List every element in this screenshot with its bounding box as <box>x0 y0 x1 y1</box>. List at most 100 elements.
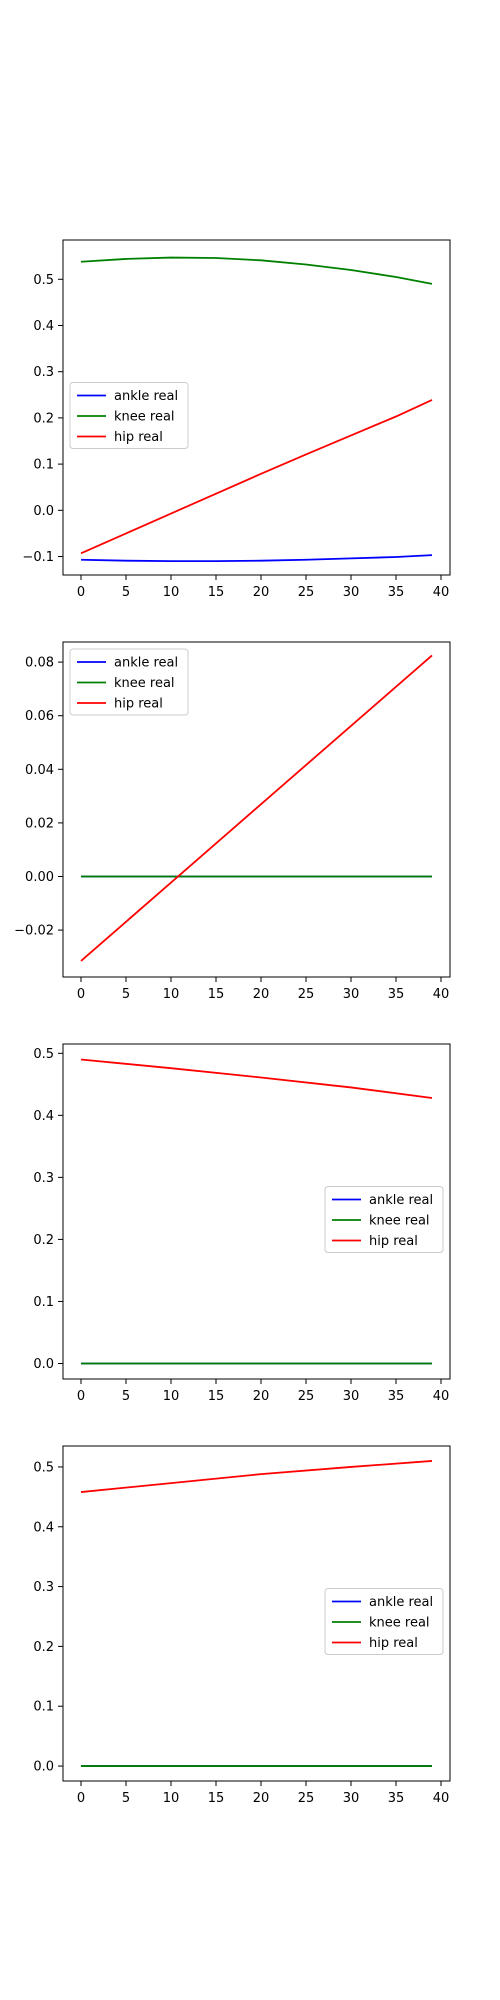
y-tick-label: 0.3 <box>33 1580 54 1595</box>
y-tick-label: 0.3 <box>33 365 54 380</box>
series-lines <box>80 1460 433 1767</box>
legend-label: hip real <box>369 1636 418 1651</box>
x-tick-label: 40 <box>433 1389 450 1404</box>
x-tick-label: 30 <box>343 585 360 600</box>
x-tick-label: 5 <box>122 987 130 1002</box>
legend-label: knee real <box>114 676 175 691</box>
y-tick-label: 0.4 <box>33 1520 54 1535</box>
x-tick-label: 15 <box>208 1791 225 1806</box>
series-line-knee-real <box>80 256 433 285</box>
x-tick-label: 10 <box>163 585 180 600</box>
legend-label: ankle real <box>369 1193 433 1208</box>
y-tick-label: 0.0 <box>33 1357 54 1372</box>
axes-frame <box>62 1445 451 1782</box>
legend-label: hip real <box>369 1234 418 1249</box>
x-tick-label: 10 <box>163 1389 180 1404</box>
x-tick-label: 35 <box>388 987 405 1002</box>
x-tick-label: 5 <box>122 1389 130 1404</box>
x-tick-label: 10 <box>163 987 180 1002</box>
legend: ankle real knee real hip real <box>69 382 189 449</box>
x-tick-label: 40 <box>433 1791 450 1806</box>
series-lines <box>80 1058 433 1365</box>
y-tick-label: 0.5 <box>33 273 54 288</box>
y-tick-label: 0.2 <box>33 1640 54 1655</box>
y-tick-label: 0.5 <box>33 1460 54 1475</box>
legend: ankle real knee real hip real <box>324 1186 444 1253</box>
x-tick-label: 0 <box>77 1389 85 1404</box>
y-tick-label: −0.1 <box>22 550 54 565</box>
legend-label: knee real <box>114 410 175 425</box>
legend-label: ankle real <box>114 656 178 671</box>
series-line-hip-real <box>80 1460 433 1493</box>
y-tick-label: 0.2 <box>33 411 54 426</box>
y-tick-label: 0.0 <box>33 504 54 519</box>
x-tick-label: 20 <box>253 585 270 600</box>
x-tick-label: 30 <box>343 1389 360 1404</box>
series-line-hip-real <box>80 399 433 555</box>
y-tick-label: 0.5 <box>33 1047 54 1062</box>
x-tick-label: 40 <box>433 987 450 1002</box>
y-tick-label: 0.0 <box>33 1760 54 1775</box>
series-line-hip-real <box>80 1058 433 1099</box>
axes-frame <box>62 1043 451 1380</box>
x-tick-label: 0 <box>77 987 85 1002</box>
x-tick-label: 5 <box>122 585 130 600</box>
y-tick-label: 0.00 <box>25 870 54 885</box>
legend-label: ankle real <box>114 389 178 404</box>
y-tick-label: 0.1 <box>33 458 54 473</box>
x-tick-label: 15 <box>208 1389 225 1404</box>
x-tick-label: 35 <box>388 585 405 600</box>
x-tick-label: 15 <box>208 585 225 600</box>
x-tick-label: 25 <box>298 1389 315 1404</box>
chart-panel-3: 0 5 10 15 20 25 30 35 40 0.0 0.1 0.2 0.3 0.4 0.5 ankle … <box>33 1043 451 1404</box>
y-tick-label: 0.08 <box>25 656 54 671</box>
legend-box <box>324 1588 444 1655</box>
legend-label: hip real <box>114 430 163 445</box>
series-lines <box>80 256 433 563</box>
y-tick-label: 0.3 <box>33 1171 54 1186</box>
axes-frame <box>62 641 451 978</box>
y-tick-label: 0.2 <box>33 1233 54 1248</box>
legend-label: hip real <box>114 697 163 712</box>
chart-panel-4: 0 5 10 15 20 25 30 35 40 0.0 0.1 0.2 0.3 0.4 0.5 ankle … <box>33 1445 451 1806</box>
chart-panel-1: 0 5 10 15 20 25 30 35 40 −0.1 0.0 0.1 0.2 0.3 0.4 0.5 an… <box>22 239 451 600</box>
x-tick-label: 35 <box>388 1389 405 1404</box>
y-tick-label: 0.1 <box>33 1700 54 1715</box>
y-tick-label: 0.04 <box>25 763 54 778</box>
x-tick-label: 25 <box>298 1791 315 1806</box>
legend-label: knee real <box>369 1214 430 1229</box>
chart-panel-2: 0 5 10 15 20 25 30 35 40 −0.02 0.00 0.02 0.04 0.06 0.0… <box>14 641 451 1002</box>
x-tick-label: 20 <box>253 1389 270 1404</box>
x-tick-label: 30 <box>343 1791 360 1806</box>
legend-label: ankle real <box>369 1595 433 1610</box>
legend: ankle real knee real hip real <box>69 648 189 716</box>
axes-frame <box>62 239 451 576</box>
series-line-hip-real <box>80 654 433 962</box>
x-tick-label: 5 <box>122 1791 130 1806</box>
legend: ankle real knee real hip real <box>324 1588 444 1655</box>
x-tick-label: 20 <box>253 1791 270 1806</box>
series-line-ankle-real <box>80 554 433 563</box>
x-tick-label: 25 <box>298 987 315 1002</box>
y-tick-label: 0.02 <box>25 816 54 831</box>
x-tick-label: 15 <box>208 987 225 1002</box>
x-tick-label: 10 <box>163 1791 180 1806</box>
x-tick-label: 0 <box>77 585 85 600</box>
legend-label: knee real <box>369 1616 430 1631</box>
y-tick-label: 0.06 <box>25 709 54 724</box>
x-tick-label: 35 <box>388 1791 405 1806</box>
series-lines <box>80 654 433 962</box>
x-tick-label: 20 <box>253 987 270 1002</box>
x-tick-label: 25 <box>298 585 315 600</box>
y-tick-label: 0.4 <box>33 1109 54 1124</box>
y-tick-label: 0.1 <box>33 1295 54 1310</box>
y-tick-label: 0.4 <box>33 319 54 334</box>
legend-box <box>69 382 189 449</box>
x-tick-label: 0 <box>77 1791 85 1806</box>
legend-box <box>69 648 189 716</box>
x-tick-label: 30 <box>343 987 360 1002</box>
y-tick-label: −0.02 <box>14 924 54 939</box>
x-tick-label: 40 <box>433 585 450 600</box>
legend-box <box>324 1186 444 1253</box>
